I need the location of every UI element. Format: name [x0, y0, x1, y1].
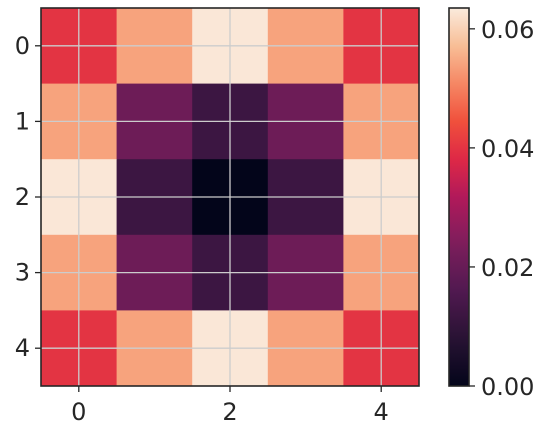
colorbar-tick-label-2: 0.04: [481, 135, 534, 163]
y-tick-label-4: 4: [15, 334, 30, 362]
colorbar-gradient: [448, 7, 470, 387]
y-tick-label-3: 3: [15, 259, 30, 287]
x-axis-ticks: 0 2 4: [71, 386, 389, 426]
grid-lines: [41, 8, 419, 386]
y-axis-ticks: 0 1 2 3 4: [15, 32, 41, 362]
colorbar-tick-label-0: 0.00: [481, 373, 534, 401]
y-tick-label-1: 1: [15, 107, 30, 135]
x-tick-label-0: 0: [71, 398, 86, 426]
colorbar: 0.00 0.02 0.04 0.06: [448, 7, 534, 401]
x-tick-label-1: 2: [222, 398, 237, 426]
colorbar-tick-label-3: 0.06: [481, 16, 534, 44]
colorbar-tick-label-1: 0.02: [481, 254, 534, 282]
y-tick-label-2: 2: [15, 183, 30, 211]
y-tick-label-0: 0: [15, 32, 30, 60]
x-tick-label-2: 4: [374, 398, 389, 426]
